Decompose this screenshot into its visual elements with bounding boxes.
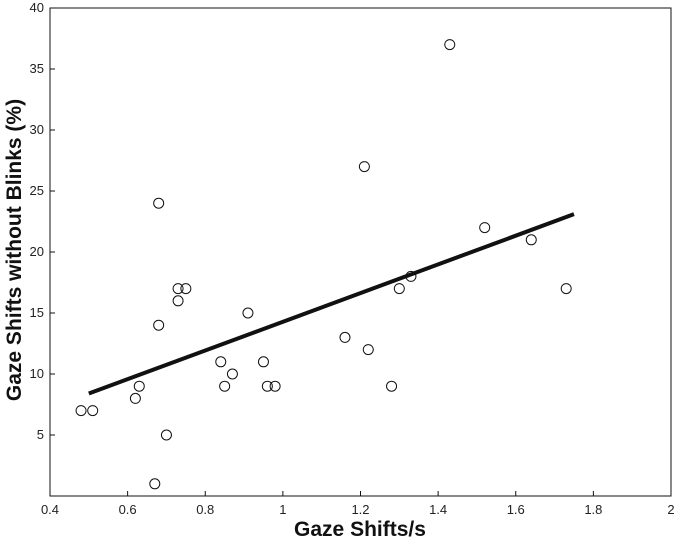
- data-point: [153, 319, 165, 331]
- y-tick-label: 10: [30, 366, 44, 381]
- data-point: [226, 368, 238, 380]
- x-axis-ticks: 0.4 0.6 0.8 1 1.2 1.4 1.6 1.8 2: [41, 491, 675, 517]
- x-tick-label: 0.6: [119, 502, 137, 517]
- data-point: [180, 283, 192, 295]
- data-point: [172, 295, 184, 307]
- x-tick-label: 0.8: [196, 502, 214, 517]
- data-point: [444, 39, 456, 51]
- x-tick-label: 1.6: [507, 502, 525, 517]
- x-axis-title: Gaze Shifts/s: [294, 518, 426, 541]
- y-tick-label: 5: [37, 427, 44, 442]
- data-point: [160, 429, 172, 441]
- data-point: [386, 380, 398, 392]
- data-point: [75, 405, 87, 417]
- x-tick-label: 1.8: [584, 502, 602, 517]
- data-point: [393, 283, 405, 295]
- data-point: [87, 405, 99, 417]
- data-point: [479, 222, 491, 234]
- x-tick-label: 2: [667, 502, 674, 517]
- y-tick-label: 30: [30, 122, 44, 137]
- y-axis-ticks: 5 10 15 20 25 30 35 40: [30, 0, 55, 442]
- data-point: [261, 380, 273, 392]
- data-point: [242, 307, 254, 319]
- x-tick-label: 1: [279, 502, 286, 517]
- x-tick-label: 1.2: [351, 502, 369, 517]
- trend-line-group: [88, 212, 575, 396]
- data-point: [219, 380, 231, 392]
- y-tick-label: 25: [30, 183, 44, 198]
- x-tick-label: 0.4: [41, 502, 59, 517]
- y-tick-label: 20: [30, 244, 44, 259]
- y-tick-label: 40: [30, 0, 44, 15]
- data-point: [525, 234, 537, 246]
- y-axis-title: Gaze Shifts without Blinks (%): [3, 99, 26, 401]
- regression-line: [88, 212, 575, 396]
- data-point: [269, 380, 281, 392]
- data-point: [172, 283, 184, 295]
- y-tick-label: 15: [30, 305, 44, 320]
- plot-frame: [49, 7, 672, 497]
- data-point: [153, 197, 165, 209]
- data-points: [75, 39, 572, 490]
- data-point: [149, 478, 161, 490]
- data-point: [339, 331, 351, 343]
- data-point: [358, 161, 370, 173]
- data-point: [362, 344, 374, 356]
- data-point: [215, 356, 227, 368]
- plot-border: [49, 7, 672, 497]
- data-point: [257, 356, 269, 368]
- data-point: [129, 392, 141, 404]
- data-point: [133, 380, 145, 392]
- data-point: [560, 283, 572, 295]
- x-tick-label: 1.4: [429, 502, 447, 517]
- y-tick-label: 35: [30, 61, 44, 76]
